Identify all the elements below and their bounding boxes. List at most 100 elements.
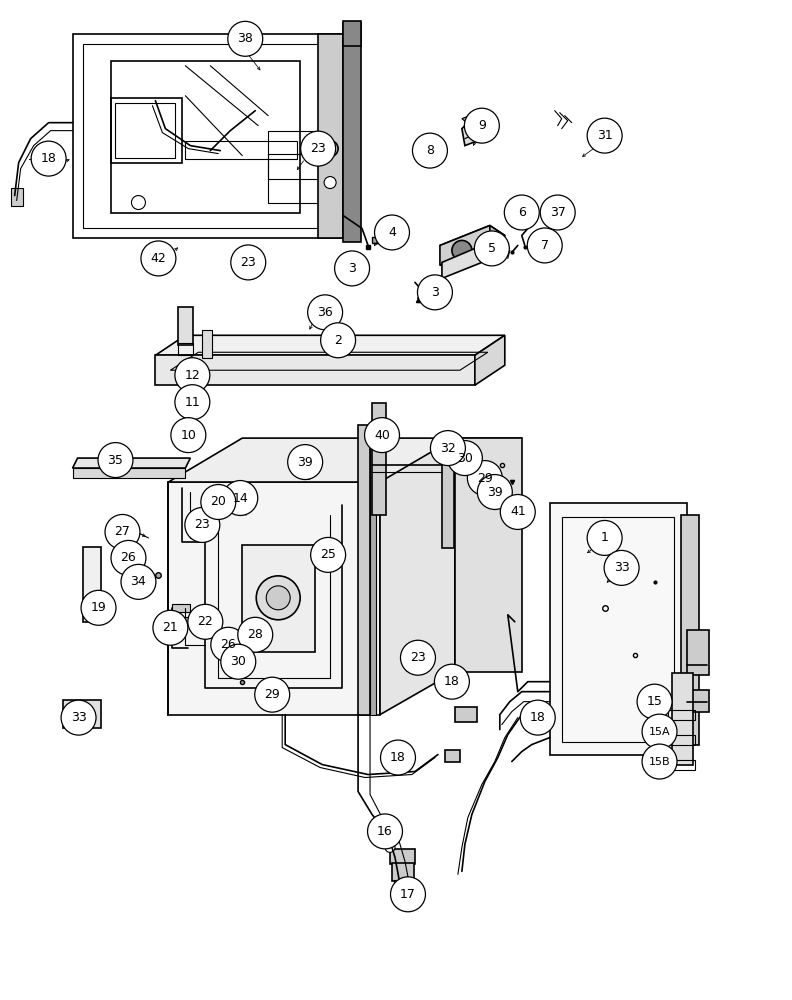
Circle shape (238, 617, 272, 652)
Bar (668, 735, 695, 745)
Circle shape (435, 664, 470, 699)
Text: 23: 23 (241, 256, 256, 269)
Bar (202, 330, 212, 358)
Circle shape (520, 700, 555, 735)
Text: 42: 42 (150, 252, 166, 265)
Polygon shape (155, 355, 475, 385)
Text: 30: 30 (457, 452, 473, 465)
Text: 6: 6 (518, 206, 526, 219)
Text: 12: 12 (185, 369, 200, 382)
Circle shape (121, 564, 156, 599)
Bar (396, 894, 411, 904)
Circle shape (141, 241, 176, 276)
Bar (358, 425, 370, 715)
Circle shape (587, 118, 622, 153)
Bar (343, 21, 361, 46)
Bar (173, 604, 190, 612)
Bar (455, 707, 477, 722)
Circle shape (321, 323, 356, 358)
Text: 29: 29 (265, 688, 280, 701)
Circle shape (401, 640, 436, 675)
Bar (668, 710, 695, 720)
Circle shape (474, 231, 509, 266)
Bar (672, 673, 694, 765)
Circle shape (31, 141, 66, 176)
Circle shape (201, 485, 236, 519)
Bar (69, 704, 81, 722)
Circle shape (505, 195, 539, 230)
Bar (681, 515, 699, 745)
Text: 26: 26 (220, 638, 236, 651)
Text: 31: 31 (596, 129, 612, 142)
Text: 33: 33 (70, 711, 86, 724)
Bar (392, 863, 414, 881)
Bar (116, 103, 175, 158)
Polygon shape (73, 458, 190, 468)
Text: 23: 23 (195, 518, 210, 531)
Circle shape (642, 744, 677, 779)
Circle shape (478, 475, 512, 509)
Polygon shape (440, 225, 489, 265)
Bar (390, 849, 415, 864)
Text: 23: 23 (310, 142, 326, 155)
Text: 18: 18 (40, 152, 56, 165)
Circle shape (540, 195, 575, 230)
Text: 18: 18 (444, 675, 460, 688)
Text: 15A: 15A (649, 727, 670, 737)
Text: 18: 18 (390, 751, 406, 764)
Circle shape (324, 177, 336, 189)
Circle shape (301, 131, 336, 166)
Text: 25: 25 (320, 548, 336, 561)
Circle shape (111, 540, 146, 575)
Bar (185, 141, 297, 159)
Polygon shape (455, 438, 522, 672)
Text: 30: 30 (230, 655, 246, 668)
Bar (268, 154, 320, 179)
Circle shape (105, 514, 140, 549)
Circle shape (375, 215, 409, 250)
Text: 10: 10 (181, 429, 196, 442)
Polygon shape (462, 111, 488, 124)
Text: 28: 28 (247, 628, 263, 641)
Circle shape (417, 275, 452, 310)
Circle shape (364, 418, 399, 453)
Text: 26: 26 (120, 551, 136, 564)
Text: 21: 21 (162, 621, 178, 634)
Circle shape (153, 610, 188, 645)
Bar (318, 34, 343, 238)
Text: 1: 1 (600, 531, 608, 544)
Circle shape (188, 604, 223, 639)
Circle shape (587, 520, 622, 555)
Circle shape (131, 196, 146, 210)
Text: 33: 33 (614, 561, 630, 574)
Text: 5: 5 (488, 242, 496, 255)
Circle shape (230, 245, 266, 280)
Bar (111, 98, 182, 163)
Bar (268, 131, 320, 203)
Text: 15: 15 (646, 695, 662, 708)
Text: 38: 38 (238, 32, 253, 45)
Circle shape (464, 108, 499, 143)
Bar (550, 503, 687, 755)
Circle shape (604, 550, 639, 585)
Circle shape (221, 644, 256, 679)
Text: 41: 41 (510, 505, 526, 518)
Polygon shape (155, 335, 505, 355)
Circle shape (307, 295, 343, 330)
Circle shape (467, 461, 502, 496)
Circle shape (385, 842, 395, 852)
Circle shape (390, 877, 425, 912)
Circle shape (334, 251, 370, 286)
Text: 4: 4 (388, 226, 396, 239)
Bar (82, 44, 337, 228)
Text: 15B: 15B (649, 757, 670, 767)
Polygon shape (169, 482, 380, 715)
Polygon shape (380, 438, 455, 715)
Text: 11: 11 (185, 396, 200, 409)
Text: 22: 22 (197, 615, 213, 628)
Text: 8: 8 (426, 144, 434, 157)
Text: 39: 39 (487, 486, 503, 499)
Circle shape (380, 740, 416, 775)
Polygon shape (440, 225, 505, 255)
Text: 36: 36 (318, 306, 333, 319)
